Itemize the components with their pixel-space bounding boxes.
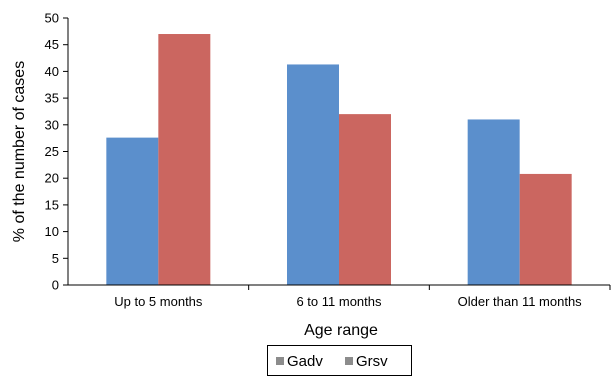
legend-label-grsv: Grsv bbox=[356, 353, 388, 370]
y-tick-label: 0 bbox=[52, 278, 59, 293]
bar-grsv-1 bbox=[158, 34, 211, 285]
x-tick-label: Up to 5 months bbox=[114, 294, 203, 309]
y-tick-label: 15 bbox=[45, 197, 59, 212]
y-tick-label: 40 bbox=[45, 64, 59, 79]
y-tick-label: 10 bbox=[45, 224, 59, 239]
y-tick-label: 35 bbox=[45, 91, 59, 106]
y-tick-label: 25 bbox=[45, 144, 59, 159]
y-tick-label: 5 bbox=[52, 251, 59, 266]
bar-gadv-1 bbox=[106, 137, 159, 285]
bar-gadv-3 bbox=[467, 119, 520, 286]
x-tick-label: 6 to 11 months bbox=[296, 294, 382, 309]
legend-box bbox=[267, 345, 412, 376]
legend-swatch-grsv bbox=[345, 357, 353, 365]
bar-grsv-3 bbox=[519, 173, 572, 285]
legend-swatch-gadv bbox=[276, 357, 284, 365]
y-axis-title: % of the number of cases bbox=[11, 61, 28, 242]
y-tick-label: 45 bbox=[45, 37, 59, 52]
y-axis-ticks: 0 5 10 15 20 25 30 35 40 45 50 bbox=[45, 11, 68, 293]
x-tick-label: Older than 11 months bbox=[458, 294, 583, 309]
legend-label-gadv: Gadv bbox=[287, 353, 323, 370]
bars bbox=[106, 34, 572, 286]
bar-grsv-2 bbox=[339, 114, 391, 286]
y-tick-label: 50 bbox=[45, 11, 59, 26]
y-tick-label: 30 bbox=[45, 117, 59, 132]
y-tick-label: 20 bbox=[45, 171, 59, 186]
x-axis-ticks: Up to 5 months 6 to 11 months Older than 1… bbox=[114, 285, 611, 309]
x-axis-title: Age range bbox=[304, 322, 378, 339]
legend: Gadv Grsv bbox=[267, 345, 412, 376]
bar-gadv-2 bbox=[287, 64, 339, 285]
